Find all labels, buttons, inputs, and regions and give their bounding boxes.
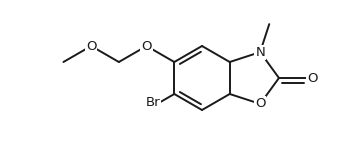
Text: O: O bbox=[86, 39, 96, 53]
Text: Br: Br bbox=[146, 95, 160, 109]
Text: O: O bbox=[255, 97, 266, 110]
Text: O: O bbox=[141, 39, 152, 53]
Text: O: O bbox=[307, 71, 318, 85]
Text: N: N bbox=[255, 46, 265, 59]
